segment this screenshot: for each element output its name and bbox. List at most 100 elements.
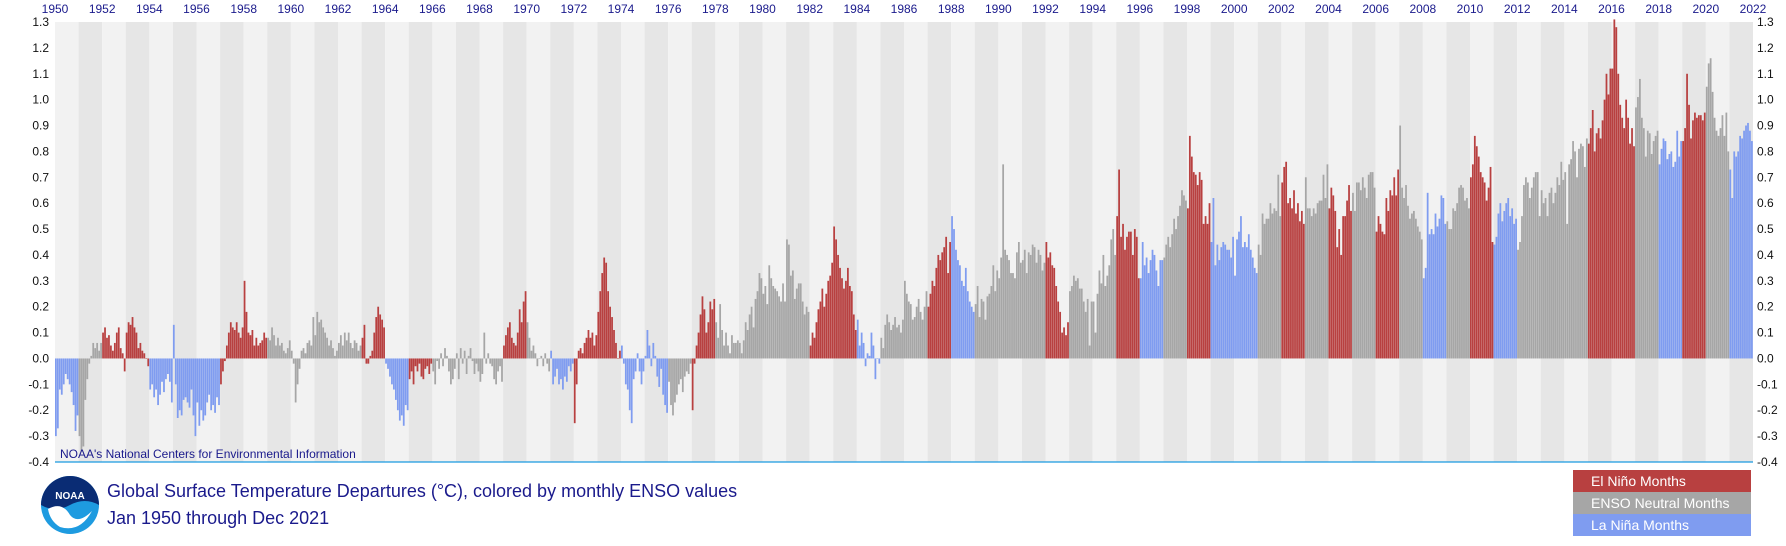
bar-1973-9 — [613, 330, 615, 359]
bar-1978-6 — [725, 332, 727, 359]
y-tick-labels-right: 1.3 1.2 1.1 1.0 0.9 0.8 0.7 0.6 0.5 0.4 0.3 0.2 0.1 0… — [1757, 15, 1778, 469]
year-band-1982 — [809, 22, 834, 462]
bar-2014-8 — [1578, 148, 1580, 359]
bar-2008-2 — [1424, 267, 1427, 359]
bar-1999-12 — [1232, 236, 1234, 359]
x-tick-1970: 1970 — [513, 2, 540, 16]
bar-1964-1 — [385, 358, 387, 364]
bar-1956-1 — [196, 358, 199, 403]
bar-1984-8 — [870, 332, 873, 359]
bar-1966-9 — [448, 358, 450, 372]
bar-1960-11 — [310, 345, 313, 359]
bar-1997-10 — [1181, 190, 1183, 359]
bar-1980-7 — [774, 288, 777, 359]
y-tick-left-1.2: 1.2 — [32, 41, 49, 55]
bar-2005-5 — [1359, 190, 1362, 359]
bar-1968-6 — [489, 358, 492, 364]
bar-1956-9 — [212, 358, 214, 406]
bar-2001-9 — [1273, 208, 1276, 359]
source-label: NOAA's National Centers for Environmenta… — [60, 447, 356, 461]
bar-2013-10 — [1558, 185, 1561, 359]
bar-1971-5 — [558, 358, 560, 385]
bar-1971-10 — [567, 358, 570, 367]
bar-1958-8 — [257, 345, 260, 359]
bar-1958-7 — [255, 337, 258, 359]
bar-1960-4 — [296, 358, 299, 385]
bar-2021-7 — [1741, 138, 1743, 359]
bar-2007-10 — [1416, 226, 1419, 359]
bar-2010-9 — [1485, 200, 1488, 359]
bar-1951-4 — [84, 358, 87, 400]
bar-2000-7 — [1245, 247, 1248, 359]
bar-1973-10 — [615, 342, 617, 359]
bar-2008-3 — [1426, 192, 1429, 359]
bar-2003-9 — [1320, 200, 1323, 359]
bar-1993-10 — [1086, 298, 1089, 359]
bar-2004-7 — [1340, 254, 1343, 359]
bar-1958-3 — [247, 332, 250, 359]
bar-1978-10 — [733, 342, 735, 359]
bar-1975-4 — [650, 358, 653, 367]
bar-1999-10 — [1228, 249, 1231, 359]
bar-1978-12 — [736, 340, 739, 359]
bar-1997-7 — [1175, 229, 1177, 359]
bar-1979-10 — [756, 291, 759, 359]
bar-1970-4 — [532, 345, 535, 359]
bar-1979-4 — [744, 322, 747, 359]
x-tick-2014: 2014 — [1551, 2, 1578, 16]
bar-1990-12 — [1019, 262, 1022, 359]
bar-2011-7 — [1505, 203, 1508, 359]
bar-1972-2 — [575, 358, 578, 385]
bar-1957-5 — [227, 332, 230, 359]
bar-2008-6 — [1432, 234, 1435, 359]
bar-1953-11 — [145, 358, 148, 359]
bar-1952-10 — [119, 348, 122, 359]
bar-1965-7 — [420, 358, 423, 377]
bar-1991-10 — [1039, 254, 1042, 359]
bar-1979-11 — [758, 273, 761, 359]
bar-1983-2 — [835, 239, 837, 359]
year-band-1977 — [691, 22, 716, 462]
bar-2002-9 — [1297, 203, 1299, 359]
bar-1962-5 — [345, 340, 348, 359]
y-tick-labels-left: 1.3 1.2 1.1 1.0 0.9 0.8 0.7 0.6 0.5 0.4 0.3 0.2 0.1 0… — [28, 15, 49, 469]
x-tick-1984: 1984 — [843, 2, 870, 16]
bar-1966-12 — [453, 358, 456, 369]
bar-1962-7 — [349, 342, 352, 359]
bar-1954-1 — [149, 358, 152, 390]
bar-1953-1 — [125, 332, 128, 359]
bar-1959-4 — [273, 335, 275, 359]
bar-1975-1 — [644, 355, 647, 359]
bar-2009-11 — [1466, 198, 1468, 359]
bar-2014-6 — [1574, 151, 1576, 359]
bar-2003-3 — [1308, 208, 1311, 359]
bar-2011-1 — [1493, 244, 1496, 359]
bar-2017-8 — [1648, 133, 1651, 359]
bar-1996-8 — [1153, 254, 1156, 359]
bar-2015-6 — [1597, 128, 1600, 359]
bar-1999-3 — [1214, 265, 1217, 359]
bar-2002-7 — [1293, 190, 1295, 359]
bar-2017-10 — [1652, 141, 1655, 359]
bar-2014-11 — [1583, 166, 1586, 359]
x-tick-2006: 2006 — [1362, 2, 1389, 16]
bar-2010-7 — [1481, 177, 1484, 359]
bar-2012-3 — [1521, 216, 1523, 359]
bar-2011-9 — [1509, 216, 1512, 359]
bar-1984-1 — [856, 319, 859, 359]
bar-2001-8 — [1271, 213, 1274, 359]
bar-1988-8 — [964, 267, 967, 359]
bar-1974-8 — [634, 358, 637, 372]
bar-2004-2 — [1330, 187, 1333, 359]
bar-1969-9 — [518, 309, 521, 359]
bar-1989-12 — [996, 270, 999, 359]
bar-1964-3 — [389, 358, 391, 377]
bar-1982-8 — [823, 306, 826, 359]
bar-1977-7 — [703, 309, 706, 359]
bar-1979-2 — [740, 353, 743, 359]
bar-1969-10 — [520, 322, 523, 359]
bar-1959-8 — [281, 342, 283, 359]
bar-1974-12 — [642, 358, 645, 372]
bar-1976-4 — [674, 358, 676, 403]
bar-1951-9 — [94, 348, 97, 359]
